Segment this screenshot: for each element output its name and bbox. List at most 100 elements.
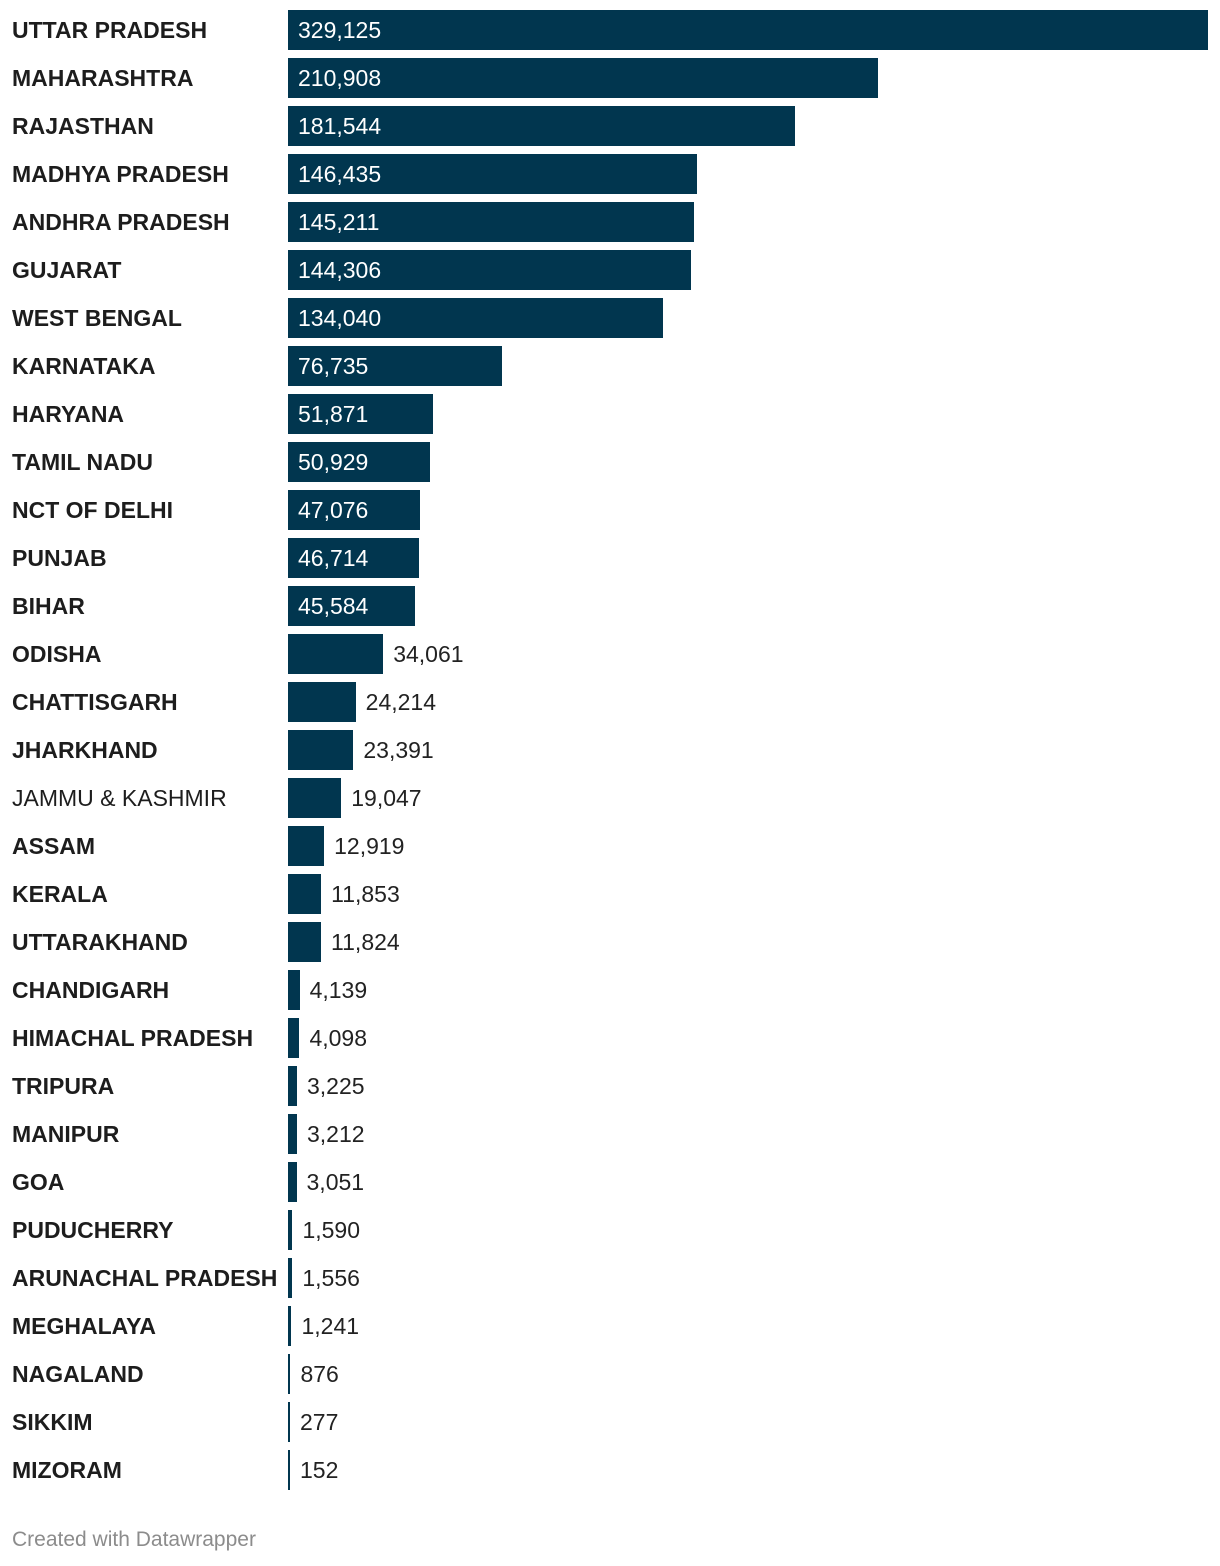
value-label: 4,139 (309, 977, 368, 1003)
bar (288, 1402, 290, 1442)
category-label: NAGALAND (12, 1361, 144, 1387)
bar-row: ARUNACHAL PRADESH 1,556 (0, 1258, 1220, 1306)
bar-row: TAMIL NADU 50,929 (0, 442, 1220, 490)
category-label: UTTARAKHAND (12, 929, 188, 955)
category-label: WEST BENGAL (12, 305, 182, 331)
value-label: 1,590 (302, 1217, 360, 1243)
value-label: 23,391 (363, 737, 434, 763)
value-label: 34,061 (393, 641, 464, 667)
bar (288, 346, 503, 386)
bar-row: PUNJAB 46,714 (0, 538, 1220, 586)
value-label: 3,225 (307, 1073, 365, 1099)
value-label: 181,544 (298, 113, 382, 139)
category-label: ARUNACHAL PRADESH (12, 1265, 278, 1291)
value-label: 45,584 (298, 593, 369, 619)
value-label: 24,214 (365, 689, 437, 715)
bar-row: JHARKHAND 23,391 (0, 730, 1220, 778)
bar (288, 1306, 292, 1346)
bar (288, 1162, 297, 1202)
value-label: 11,824 (331, 929, 400, 955)
bar-row: ASSAM 12,919 (0, 826, 1220, 874)
value-label: 50,929 (298, 449, 369, 475)
category-label: HARYANA (12, 401, 125, 427)
bar (288, 202, 694, 242)
bar-row: SIKKIM 277 (0, 1402, 1220, 1450)
category-label: MAHARASHTRA (12, 65, 194, 91)
category-label: KARNATAKA (12, 353, 156, 379)
category-label: KERALA (12, 881, 108, 907)
bar-row: ANDHRA PRADESH 145,211 (0, 202, 1220, 250)
bar (288, 826, 325, 866)
category-label: BIHAR (12, 593, 85, 619)
bar (288, 1114, 297, 1154)
bar-row: CHATTISGARH 24,214 (0, 682, 1220, 730)
bar-row: MADHYA PRADESH 146,435 (0, 154, 1220, 202)
value-label: 210,908 (298, 65, 382, 91)
bar (288, 442, 431, 482)
bar (288, 1450, 290, 1490)
bar-row: NCT OF DELHI 47,076 (0, 490, 1220, 538)
bar-row: ODISHA 34,061 (0, 634, 1220, 682)
bar (288, 298, 663, 338)
value-label: 51,871 (298, 401, 369, 427)
bar-row: MIZORAM 152 (0, 1450, 1220, 1498)
category-label: MADHYA PRADESH (12, 161, 229, 187)
value-label: 145,211 (298, 209, 380, 235)
bar-row: TRIPURA 3,225 (0, 1066, 1220, 1114)
category-label: TAMIL NADU (12, 449, 153, 475)
value-label: 1,241 (301, 1313, 360, 1339)
value-label: 277 (300, 1409, 339, 1435)
footer-credit[interactable]: Created with Datawrapper (12, 1528, 256, 1551)
value-label: 19,047 (351, 785, 422, 811)
bar-row: BIHAR 45,584 (0, 586, 1220, 634)
category-label: MANIPUR (12, 1121, 120, 1147)
value-label: 76,735 (298, 353, 369, 379)
bar (288, 922, 322, 962)
bar (288, 1210, 293, 1250)
value-label: 11,853 (331, 881, 400, 907)
value-label: 3,212 (306, 1121, 365, 1147)
category-label: GUJARAT (12, 257, 122, 283)
bar-chart: UTTAR PRADESH 329,125 MAHARASHTRA 210,908 RA… (0, 10, 1220, 1498)
bar (288, 778, 342, 818)
category-label: PUDUCHERRY (12, 1217, 174, 1243)
category-label: SIKKIM (12, 1409, 93, 1435)
category-label: CHANDIGARH (12, 977, 170, 1003)
bar-row: HARYANA 51,871 (0, 394, 1220, 442)
category-label: MIZORAM (12, 1457, 122, 1483)
bar (288, 250, 692, 290)
value-label: 3,051 (306, 1169, 365, 1195)
category-label: UTTAR PRADESH (12, 17, 208, 43)
value-label: 144,306 (298, 257, 382, 283)
bar (288, 1354, 291, 1394)
value-label: 329,125 (298, 17, 382, 43)
bar (288, 394, 433, 434)
bar (288, 10, 1208, 50)
bar-row: MEGHALAYA 1,241 (0, 1306, 1220, 1354)
category-label: MEGHALAYA (12, 1313, 156, 1339)
category-label: JAMMU & KASHMIR (12, 785, 227, 811)
category-label: CHATTISGARH (12, 689, 178, 715)
value-label: 1,556 (302, 1265, 360, 1291)
category-label: JHARKHAND (12, 737, 158, 763)
bar (288, 154, 698, 194)
value-label: 4,098 (309, 1025, 368, 1051)
bar-row: UTTAR PRADESH 329,125 (0, 10, 1220, 58)
bar-row: HIMACHAL PRADESH 4,098 (0, 1018, 1220, 1066)
bar (288, 586, 416, 626)
category-label: PUNJAB (12, 545, 107, 571)
bar (288, 970, 300, 1010)
bar-row: UTTARAKHAND 11,824 (0, 922, 1220, 970)
category-label: ODISHA (12, 641, 102, 667)
category-label: ANDHRA PRADESH (12, 209, 230, 235)
bar-row: PUDUCHERRY 1,590 (0, 1210, 1220, 1258)
value-label: 146,435 (298, 161, 382, 187)
bar-row: MANIPUR 3,212 (0, 1114, 1220, 1162)
value-label: 47,076 (298, 497, 369, 523)
bar (288, 106, 796, 146)
bar-row: RAJASTHAN 181,544 (0, 106, 1220, 154)
bar-row: CHANDIGARH 4,139 (0, 970, 1220, 1018)
category-label: TRIPURA (12, 1073, 115, 1099)
category-label: GOA (12, 1169, 65, 1195)
bar (288, 1018, 300, 1058)
